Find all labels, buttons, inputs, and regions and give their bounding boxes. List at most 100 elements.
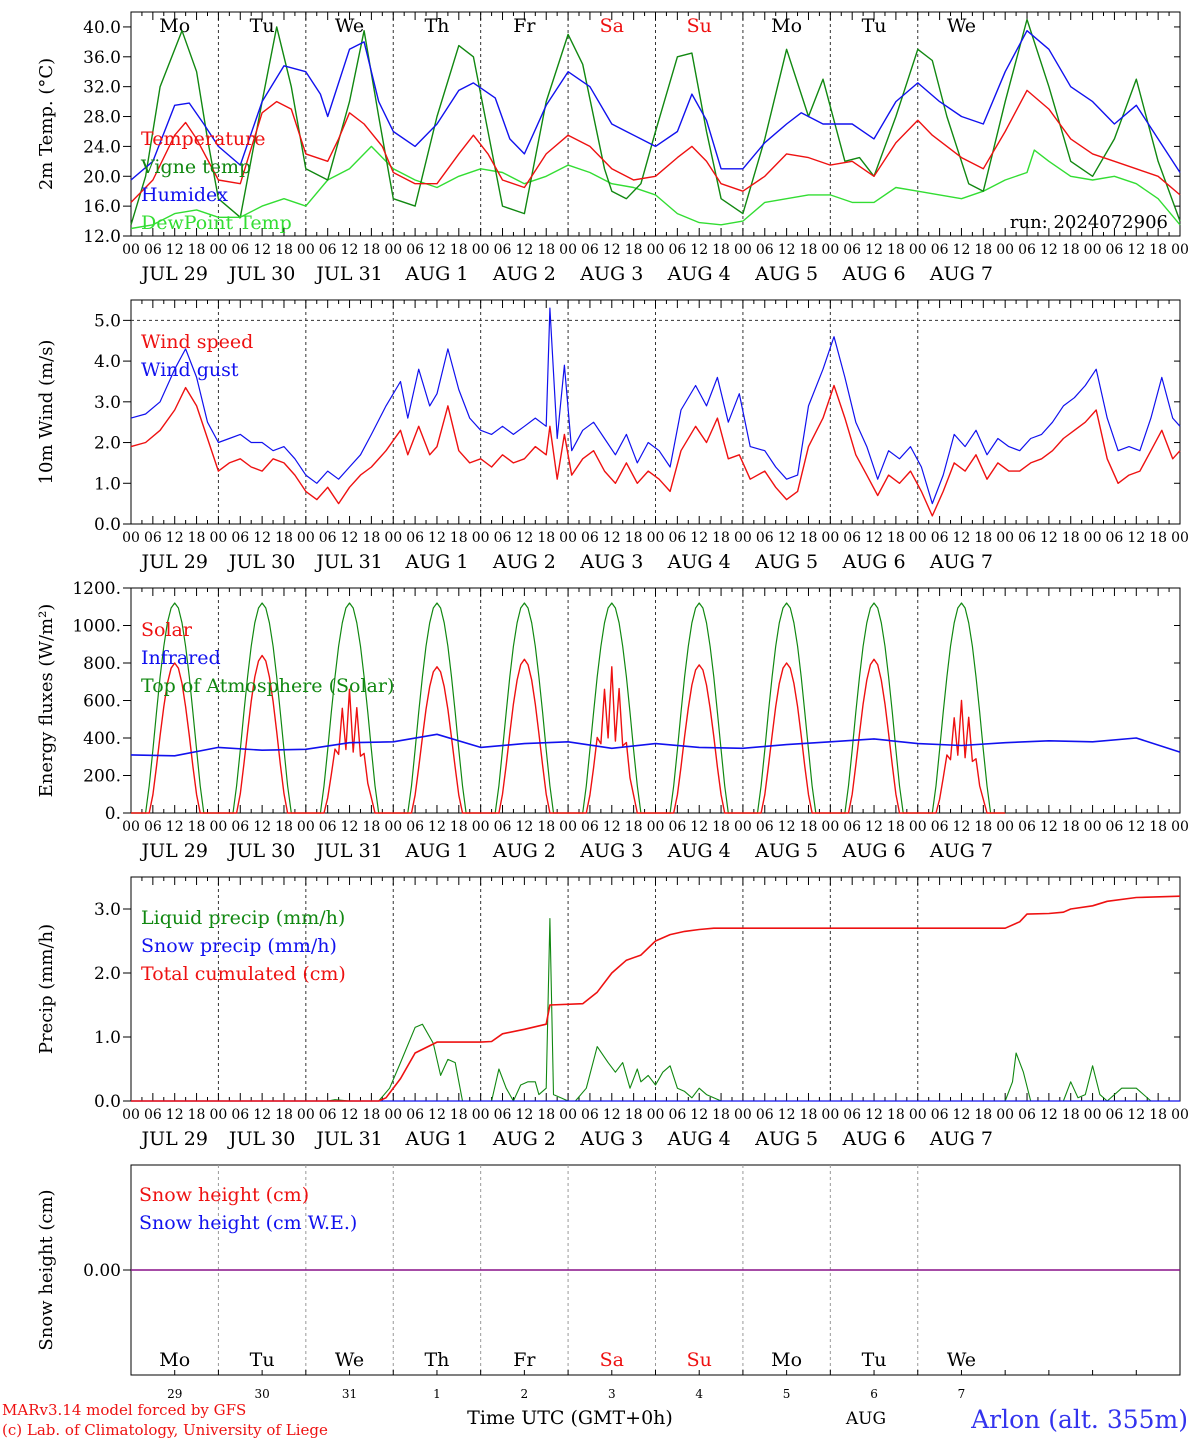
hour-tick-label: 06 [1106, 530, 1124, 546]
y-tick-label: 12.0 [83, 227, 121, 247]
hour-tick-label: 12 [690, 819, 708, 835]
y-tick-label: 1.0 [94, 1028, 121, 1048]
hour-tick-label: 00 [909, 1107, 927, 1123]
hour-tick-label: 18 [800, 530, 818, 546]
hour-tick-label: 12 [341, 819, 359, 835]
hour-tick-label: 00 [821, 819, 839, 835]
hour-tick-label: 00 [122, 242, 140, 258]
series-solar [131, 654, 1006, 814]
hour-tick-label: 06 [406, 242, 424, 258]
footer-month: AUG [845, 1409, 886, 1429]
hour-tick-label: 06 [144, 819, 162, 835]
hour-tick-label: 18 [188, 242, 206, 258]
weekday-label: Mo [159, 1349, 190, 1371]
hour-tick-label: 06 [319, 1107, 337, 1123]
hour-tick-label: 00 [821, 530, 839, 546]
hour-tick-label: 18 [188, 530, 206, 546]
day-number: 31 [342, 1387, 357, 1401]
panel-0-frame [130, 11, 1181, 237]
hour-tick-label: 18 [974, 819, 992, 835]
date-label: JUL 30 [227, 551, 295, 573]
date-label: AUG 3 [579, 263, 643, 285]
date-label: AUG 5 [754, 551, 818, 573]
hour-tick-label: 18 [450, 1107, 468, 1123]
hour-tick-label: 00 [734, 1107, 752, 1123]
y-tick-label: 2.0 [94, 434, 121, 454]
hour-tick-label: 18 [362, 242, 380, 258]
hour-tick-label: 00 [1171, 819, 1189, 835]
hour-tick-label: 12 [1127, 242, 1145, 258]
date-label: AUG 1 [404, 840, 468, 862]
run-label: run: 2024072906 [1010, 212, 1168, 233]
day-number: 1 [433, 1387, 441, 1401]
date-label: AUG 2 [492, 1128, 556, 1150]
series-blue [130, 30, 1181, 181]
legend-green: Liquid precip (mm/h) [141, 907, 345, 929]
hour-tick-label: 12 [166, 242, 184, 258]
hour-tick-label: 00 [734, 242, 752, 258]
y-tick-label: 20.0 [83, 167, 121, 187]
y-tick-label: 24.0 [83, 137, 121, 157]
hour-tick-label: 00 [1084, 1107, 1102, 1123]
hour-tick-label: 18 [537, 242, 555, 258]
weekday-label: Su [687, 1349, 712, 1371]
y-tick-label: 1.0 [94, 474, 121, 494]
legend-red: Snow height (cm) [139, 1184, 309, 1206]
date-label: AUG 6 [842, 551, 906, 573]
legend-green: Top of Atmosphere (Solar) [141, 675, 394, 697]
hour-tick-label: 12 [515, 819, 533, 835]
series-red [130, 89, 1181, 203]
hour-tick-label: 12 [341, 242, 359, 258]
hour-tick-label: 00 [210, 530, 228, 546]
hour-tick-label: 18 [1149, 242, 1167, 258]
hour-tick-label: 06 [931, 1107, 949, 1123]
hour-tick-label: 12 [253, 1107, 271, 1123]
legend-green: Vigne temp [140, 156, 251, 178]
hour-tick-label: 00 [647, 819, 665, 835]
weekday-label: Fr [513, 15, 536, 37]
hour-tick-label: 00 [559, 242, 577, 258]
date-label: JUL 29 [139, 1128, 207, 1150]
date-label: AUG 3 [579, 840, 643, 862]
hour-tick-label: 18 [188, 1107, 206, 1123]
hour-tick-label: 12 [865, 1107, 883, 1123]
panel-2-frame [130, 587, 1181, 814]
y-tick-label: 4.0 [94, 352, 121, 372]
hour-tick-label: 18 [974, 1107, 992, 1123]
y-tick-label: 800. [83, 654, 121, 674]
date-label: AUG 2 [492, 551, 556, 573]
hour-tick-label: 00 [1084, 530, 1102, 546]
hour-tick-label: 12 [953, 1107, 971, 1123]
hour-tick-label: 00 [559, 530, 577, 546]
legend-lightgreen: DewPoint Temp [141, 212, 292, 234]
hour-tick-label: 00 [210, 819, 228, 835]
hour-tick-label: 12 [515, 1107, 533, 1123]
hour-tick-label: 12 [953, 530, 971, 546]
y-tick-label: 2.0 [94, 964, 121, 984]
y-tick-label: 16.0 [83, 197, 121, 217]
hour-tick-label: 18 [275, 242, 293, 258]
date-label: AUG 1 [404, 263, 468, 285]
legend-blue: Snow height (cm W.E.) [139, 1212, 357, 1234]
hour-tick-label: 12 [166, 819, 184, 835]
hour-tick-label: 18 [275, 530, 293, 546]
hour-tick-label: 18 [800, 1107, 818, 1123]
date-label: AUG 3 [579, 551, 643, 573]
hour-tick-label: 18 [712, 242, 730, 258]
date-label: AUG 3 [579, 1128, 643, 1150]
y-tick-label: 0.00 [83, 1261, 121, 1281]
hour-tick-label: 12 [953, 819, 971, 835]
hour-tick-label: 18 [362, 530, 380, 546]
hour-tick-label: 18 [887, 819, 905, 835]
hour-tick-label: 18 [1062, 819, 1080, 835]
hour-tick-label: 18 [450, 819, 468, 835]
legend-blue: Humidex [141, 184, 228, 206]
hour-tick-label: 06 [931, 819, 949, 835]
hour-tick-label: 06 [494, 530, 512, 546]
hour-tick-label: 06 [756, 819, 774, 835]
series-wind-speed [130, 384, 1181, 517]
hour-tick-label: 18 [887, 242, 905, 258]
legend-blue: Wind gust [141, 359, 239, 381]
hour-tick-label: 18 [712, 1107, 730, 1123]
